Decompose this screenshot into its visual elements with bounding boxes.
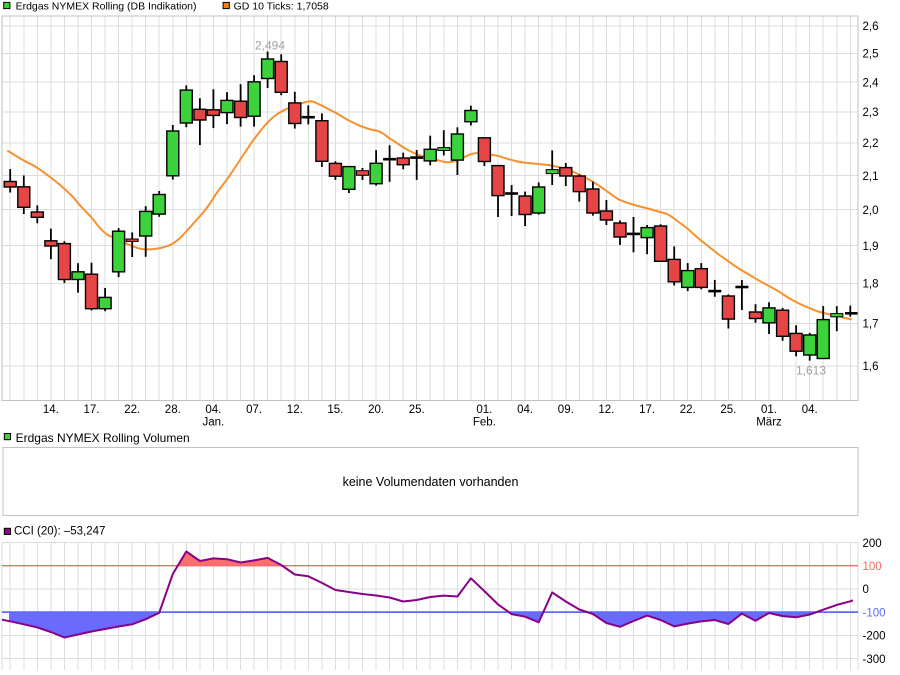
svg-text:09.: 09. xyxy=(558,404,574,416)
svg-text:17.: 17. xyxy=(84,404,100,416)
svg-text:12.: 12. xyxy=(287,404,303,416)
svg-text:2,0: 2,0 xyxy=(863,205,879,217)
svg-text:-200: -200 xyxy=(863,631,886,643)
svg-text:0: 0 xyxy=(863,584,869,596)
svg-text:2,1: 2,1 xyxy=(863,171,879,183)
svg-text:Erdgas NYMEX Rolling (DB Indik: Erdgas NYMEX Rolling (DB Indikation) xyxy=(16,1,197,13)
svg-text:200: 200 xyxy=(863,538,882,550)
svg-text:1,7: 1,7 xyxy=(863,319,879,331)
svg-text:2,4: 2,4 xyxy=(863,77,880,89)
svg-text:22.: 22. xyxy=(680,404,696,416)
svg-text:20.: 20. xyxy=(368,404,384,416)
svg-text:2,2: 2,2 xyxy=(863,138,879,150)
svg-text:GD 10 Ticks: 1,7058: GD 10 Ticks: 1,7058 xyxy=(234,1,329,13)
svg-text:2,6: 2,6 xyxy=(863,21,879,33)
svg-text:Jan.: Jan. xyxy=(203,417,225,429)
svg-text:2,494: 2,494 xyxy=(255,39,285,53)
svg-text:07.: 07. xyxy=(246,404,262,416)
svg-text:2,3: 2,3 xyxy=(863,107,879,119)
svg-text:1,9: 1,9 xyxy=(863,241,879,253)
svg-text:1,613: 1,613 xyxy=(796,364,826,378)
svg-text:Erdgas NYMEX Rolling Volumen: Erdgas NYMEX Rolling Volumen xyxy=(16,431,190,445)
svg-text:100: 100 xyxy=(863,561,882,573)
svg-text:01.: 01. xyxy=(476,404,492,416)
svg-text:keine Volumendaten vorhanden: keine Volumendaten vorhanden xyxy=(343,475,519,489)
svg-text:12.: 12. xyxy=(598,404,614,416)
svg-text:2,5: 2,5 xyxy=(863,49,879,61)
svg-text:-100: -100 xyxy=(863,607,886,619)
svg-text:-300: -300 xyxy=(863,654,886,666)
svg-text:17.: 17. xyxy=(639,404,655,416)
svg-text:04.: 04. xyxy=(205,404,221,416)
svg-text:14.: 14. xyxy=(43,404,59,416)
svg-text:1,8: 1,8 xyxy=(863,279,879,291)
svg-text:März: März xyxy=(756,417,782,429)
svg-text:Feb.: Feb. xyxy=(473,417,496,429)
svg-text:25.: 25. xyxy=(720,404,736,416)
svg-text:28.: 28. xyxy=(165,404,181,416)
svg-text:1,6: 1,6 xyxy=(863,361,879,373)
svg-text:04.: 04. xyxy=(517,404,533,416)
svg-text:25.: 25. xyxy=(409,404,425,416)
svg-text:22.: 22. xyxy=(124,404,140,416)
svg-text:15.: 15. xyxy=(327,404,343,416)
svg-text:04.: 04. xyxy=(802,404,818,416)
svg-text:CCI (20): –53,247: CCI (20): –53,247 xyxy=(14,526,105,538)
svg-text:01.: 01. xyxy=(761,404,777,416)
